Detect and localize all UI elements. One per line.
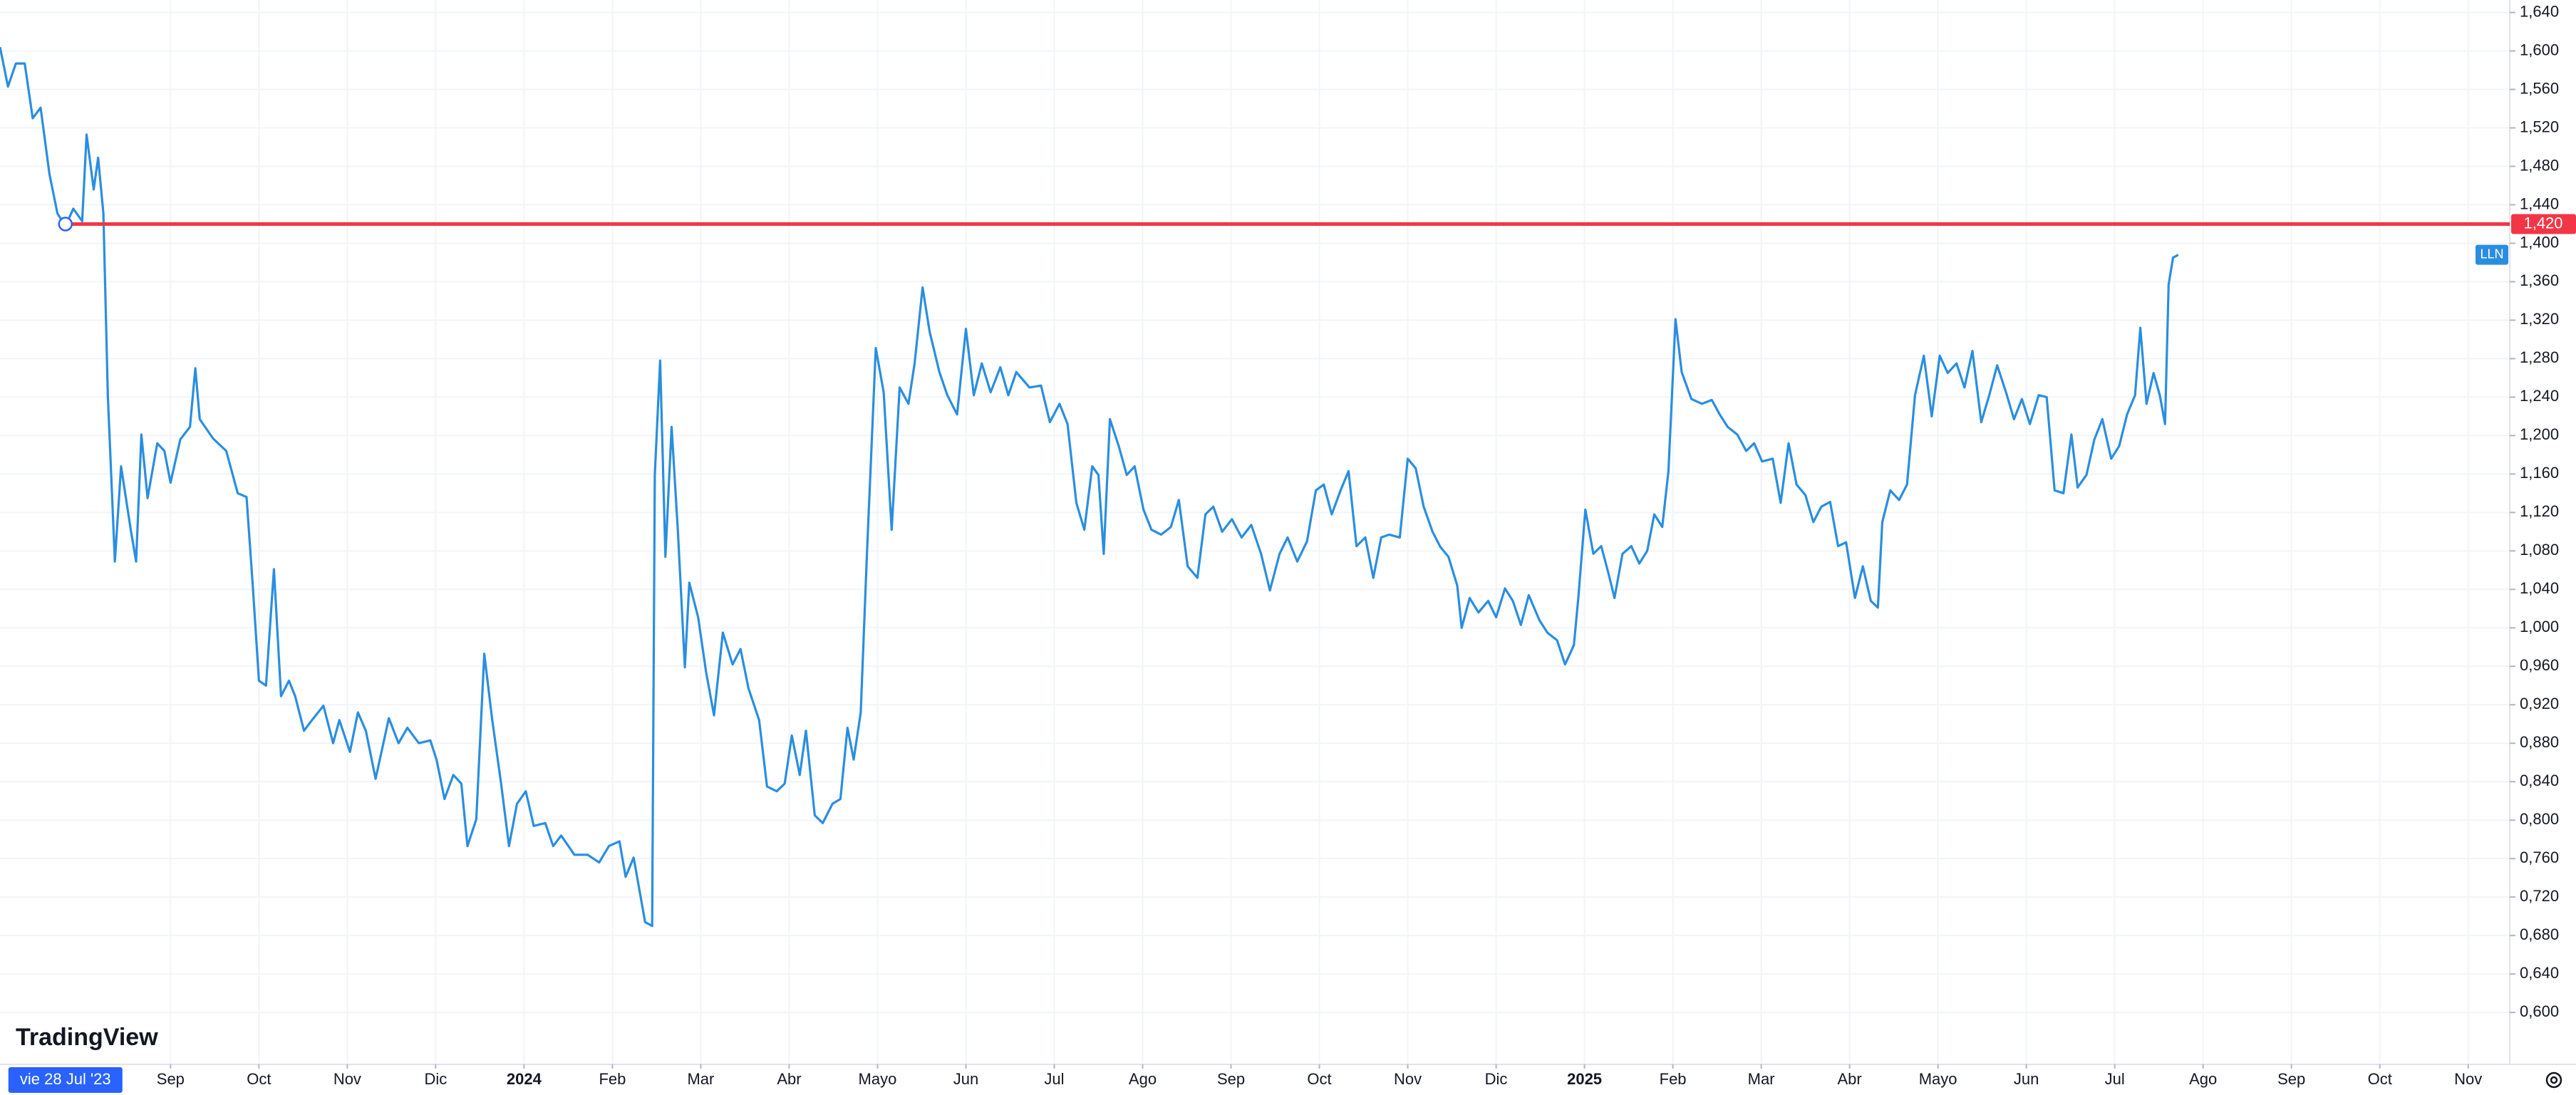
y-tick-label: 0,720	[2520, 887, 2559, 905]
x-tick-label: Feb	[1660, 1070, 1687, 1088]
y-tick-label: 1,320	[2520, 310, 2559, 328]
y-tick-label: 0,760	[2520, 849, 2559, 866]
anchor-point	[58, 217, 73, 232]
watermark: TradingView	[16, 1024, 158, 1051]
crosshair-label: vie 28 Jul '23	[20, 1070, 111, 1088]
series-tag-bg	[2476, 244, 2508, 265]
x-tick-label: 2025	[1567, 1070, 1602, 1088]
y-tick-label: 1,640	[2520, 2, 2559, 20]
x-tick-label: Abr	[1837, 1070, 1861, 1088]
axis-layer: 0,600 0,640 0,680 0,720 0,760 0,800 0,840 0,880…	[8, 2, 2576, 1093]
y-tick-label: 0,800	[2520, 810, 2559, 828]
y-tick-label: 0,920	[2520, 695, 2559, 712]
x-tick-label: Oct	[247, 1070, 271, 1088]
x-tick-label: Mayo	[859, 1070, 897, 1088]
y-tick-label: 1,520	[2520, 118, 2559, 135]
y-tick-label: 1,360	[2520, 271, 2559, 289]
x-tick-label: Ago	[2189, 1070, 2217, 1088]
x-tick-label: 2024	[507, 1070, 542, 1088]
hline-label: 1,420	[2523, 214, 2562, 232]
x-tick-label: Abr	[777, 1070, 801, 1088]
x-tick-label: Dic	[1485, 1070, 1508, 1088]
series-tag: LLN	[2480, 246, 2503, 261]
y-tick-label: 1,240	[2520, 387, 2559, 405]
y-tick-label: 0,840	[2520, 772, 2559, 789]
x-tick-label: Feb	[599, 1070, 626, 1088]
x-tick-label: Nov	[2454, 1070, 2482, 1088]
y-tick-label: 1,400	[2520, 233, 2559, 251]
x-tick-label: Dic	[424, 1070, 447, 1088]
y-tick-label: 1,600	[2520, 41, 2559, 58]
x-tick-label: Ago	[1129, 1070, 1157, 1088]
y-tick-label: 0,600	[2520, 1002, 2559, 1020]
x-tick-label: Jun	[953, 1070, 978, 1088]
x-tick-label: Oct	[1307, 1070, 1331, 1088]
y-tick-label: 1,040	[2520, 579, 2559, 597]
x-tick-label: Jul	[2105, 1070, 2125, 1088]
y-tick-label: 1,280	[2520, 348, 2559, 366]
y-tick-label: 0,960	[2520, 656, 2559, 674]
y-tick-label: 1,560	[2520, 79, 2559, 97]
y-tick-label: 0,880	[2520, 733, 2559, 751]
x-tick-label: Mar	[687, 1070, 714, 1088]
y-tick-label: 1,120	[2520, 502, 2559, 520]
x-tick-label: Oct	[2368, 1070, 2392, 1088]
y-tick-label: 1,080	[2520, 541, 2559, 559]
x-tick-label: Sep	[1217, 1070, 1245, 1088]
x-tick-label: Mar	[1748, 1070, 1775, 1088]
x-tick-label: Sep	[2277, 1070, 2305, 1088]
y-tick-label: 1,160	[2520, 464, 2559, 482]
grid-layer	[0, 0, 2510, 1064]
price-line	[0, 46, 2179, 928]
y-tick-label: 1,200	[2520, 425, 2559, 443]
crosshair-label-bg	[8, 1067, 123, 1093]
hline-label-bg	[2511, 214, 2576, 234]
x-tick-label: Jun	[2014, 1070, 2039, 1088]
x-tick-label: Nov	[1394, 1070, 1422, 1088]
y-tick-label: 1,000	[2520, 618, 2559, 635]
x-tick-label: Mayo	[1919, 1070, 1957, 1088]
y-tick-label: 0,680	[2520, 925, 2559, 943]
plot-layer	[0, 46, 2510, 928]
x-tick-label: Sep	[157, 1070, 185, 1088]
y-tick-label: 0,640	[2520, 964, 2559, 982]
x-tick-label: Jul	[1044, 1070, 1064, 1088]
settings-icon[interactable]	[2545, 1071, 2562, 1089]
x-tick-label: Nov	[333, 1070, 361, 1088]
y-tick-label: 1,440	[2520, 194, 2559, 212]
y-tick-label: 1,480	[2520, 156, 2559, 174]
